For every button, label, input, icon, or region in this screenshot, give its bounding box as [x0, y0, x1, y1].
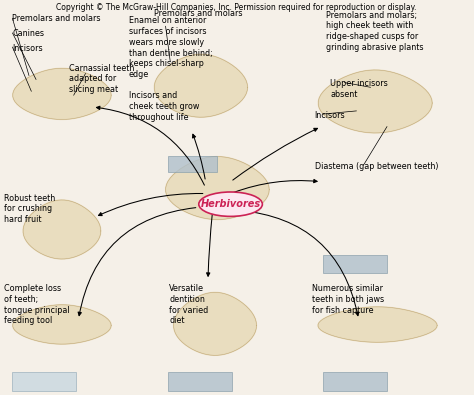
- Text: Diastema (gap between teeth): Diastema (gap between teeth): [315, 162, 439, 171]
- Polygon shape: [318, 307, 437, 342]
- Text: Herbivores: Herbivores: [201, 199, 261, 209]
- Text: Enamel on anterior
surfaces of incisors
wears more slowly
than dentine behind;
k: Enamel on anterior surfaces of incisors …: [129, 17, 212, 79]
- Text: Premolars and molars: Premolars and molars: [12, 15, 101, 23]
- FancyBboxPatch shape: [168, 372, 231, 391]
- Text: Incisors: Incisors: [12, 43, 43, 53]
- FancyBboxPatch shape: [323, 372, 387, 391]
- Polygon shape: [23, 200, 101, 259]
- Text: Canines: Canines: [12, 29, 45, 38]
- Polygon shape: [173, 292, 256, 356]
- Text: Complete loss
of teeth;
tongue principal
feeding tool: Complete loss of teeth; tongue principal…: [4, 284, 70, 325]
- Text: Numerous similar
teeth in both jaws
for fish capture: Numerous similar teeth in both jaws for …: [311, 284, 384, 314]
- Text: Premolars and molars: Premolars and molars: [155, 9, 243, 18]
- FancyBboxPatch shape: [12, 372, 76, 391]
- Text: Versatile
dentition
for varied
diet: Versatile dentition for varied diet: [169, 284, 209, 325]
- Polygon shape: [319, 70, 432, 133]
- Polygon shape: [155, 54, 247, 117]
- Text: Premolars and molars;
high cheek teeth with
ridge-shaped cusps for
grinding abra: Premolars and molars; high cheek teeth w…: [326, 11, 423, 52]
- Ellipse shape: [199, 192, 263, 216]
- Text: Incisors: Incisors: [314, 111, 345, 120]
- Text: Copyright © The McGraw-Hill Companies, Inc. Permission required for reproduction: Copyright © The McGraw-Hill Companies, I…: [56, 4, 417, 13]
- Polygon shape: [13, 305, 111, 344]
- Polygon shape: [166, 156, 269, 220]
- Text: Robust teeth
for crushing
hard fruit: Robust teeth for crushing hard fruit: [4, 194, 56, 224]
- Polygon shape: [13, 68, 111, 119]
- FancyBboxPatch shape: [168, 156, 218, 172]
- Text: Incisors and
cheek teeth grow
throughout life: Incisors and cheek teeth grow throughout…: [129, 91, 199, 122]
- Text: Upper incisors
absent: Upper incisors absent: [330, 79, 388, 99]
- Text: Carnassial teeth
adapted for
slicing meat: Carnassial teeth adapted for slicing mea…: [69, 64, 134, 94]
- FancyBboxPatch shape: [323, 255, 387, 273]
